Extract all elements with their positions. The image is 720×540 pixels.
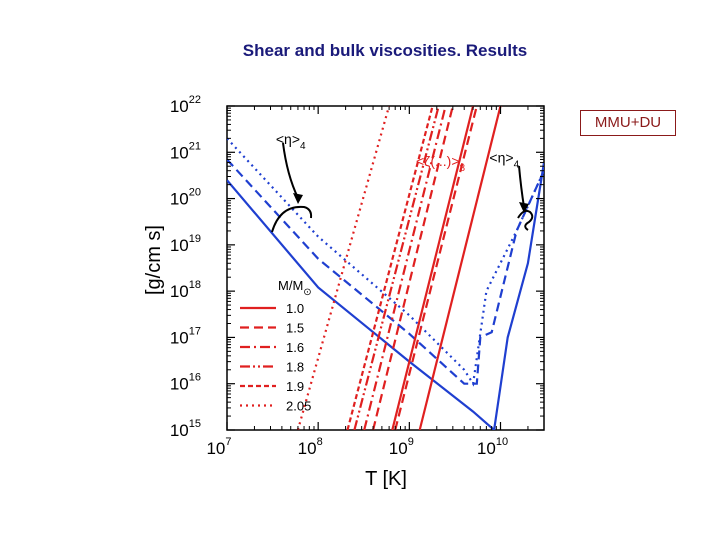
y-tick-exponent: 18 (189, 279, 201, 291)
y-tick-label: 1016 (170, 372, 201, 394)
legend-label: 2.05 (286, 399, 311, 414)
plot-frame (226, 105, 545, 431)
y-tick-label: 1022 (170, 94, 201, 116)
bulk-viscosity-line-1-8 (353, 106, 440, 430)
y-tick-exponent: 15 (189, 418, 201, 430)
annotation-label: <ζ(...)>8 (416, 153, 466, 174)
annotation-group: <η>4 <ζ(...)>8 <η>4 (271, 131, 534, 233)
y-tick-label: 1021 (170, 140, 201, 162)
y-axis-title: [g/cm s] (143, 225, 165, 295)
y-tick-label: 1017 (170, 325, 201, 347)
legend-group: M/M⊙ 1.0 1.5 1.6 1.8 1.9 2.05 (240, 278, 312, 414)
shear-viscosity-line-1-5 (227, 158, 544, 385)
series-group (227, 106, 544, 430)
y-tick-exponent: 21 (189, 140, 201, 152)
left-eta-arrow (282, 142, 299, 199)
x-axis-title: T [K] (365, 468, 407, 490)
legend-label: 1.8 (286, 360, 304, 375)
y-tick-label: 1015 (170, 418, 201, 440)
y-tick-exponent: 22 (189, 94, 201, 106)
y-tick-exponent: 19 (189, 233, 201, 245)
bulk-viscosity-line-1-0 (418, 106, 502, 430)
right-eta-bracket (517, 209, 534, 231)
x-tick-exponent: 8 (317, 436, 323, 448)
annotation-subscript: 8 (460, 163, 466, 174)
x-tick-exponent: 7 (225, 436, 231, 448)
y-tick-label: 1018 (170, 279, 201, 301)
x-tick-exponent: 9 (408, 436, 414, 448)
annotation-label: <η>4 (276, 131, 306, 152)
legend-label: 1.5 (286, 321, 304, 336)
y-tick-exponent: 16 (189, 372, 201, 384)
legend-label: 1.9 (286, 379, 304, 394)
x-tick-label: 108 (298, 436, 323, 458)
plot-frame-group (226, 105, 545, 431)
legend-label: 1.6 (286, 340, 304, 355)
annotation-label: <η>4 (489, 150, 519, 171)
y-tick-label: 1020 (170, 187, 201, 209)
legend-title: M/M⊙ (278, 278, 312, 298)
x-tick-exponent: 10 (496, 436, 508, 448)
x-tick-label: 1010 (477, 436, 508, 458)
bulk-viscosity-line-2-05 (296, 106, 391, 430)
right-eta-arrow-head (519, 202, 529, 213)
y-tick-exponent: 17 (189, 325, 201, 337)
annotation-subscript: 4 (514, 160, 520, 171)
left-eta-bracket (271, 205, 313, 233)
shear-viscosity-line-1-0 (227, 162, 544, 430)
mmu-du-badge: MMU+DU (580, 110, 676, 136)
bulk-viscosity-line-1-0 (391, 106, 475, 430)
annotation-subscript: 4 (300, 141, 306, 152)
x-tick-label: 109 (389, 436, 414, 458)
legend-label: 1.0 (286, 301, 304, 316)
axes-group: 107 108 109 1010101510161017101810191020102… (170, 94, 545, 458)
left-eta-arrow-head (293, 193, 303, 204)
legend-title-symbol: ⊙ (303, 287, 311, 298)
slide-title: Shear and bulk viscosities. Results (242, 41, 528, 60)
right-eta-arrow (518, 165, 525, 208)
x-tick-label: 107 (206, 436, 231, 458)
y-tick-label: 1019 (170, 233, 201, 255)
bulk-viscosity-line-1-6 (363, 106, 447, 430)
y-tick-exponent: 20 (189, 187, 201, 199)
